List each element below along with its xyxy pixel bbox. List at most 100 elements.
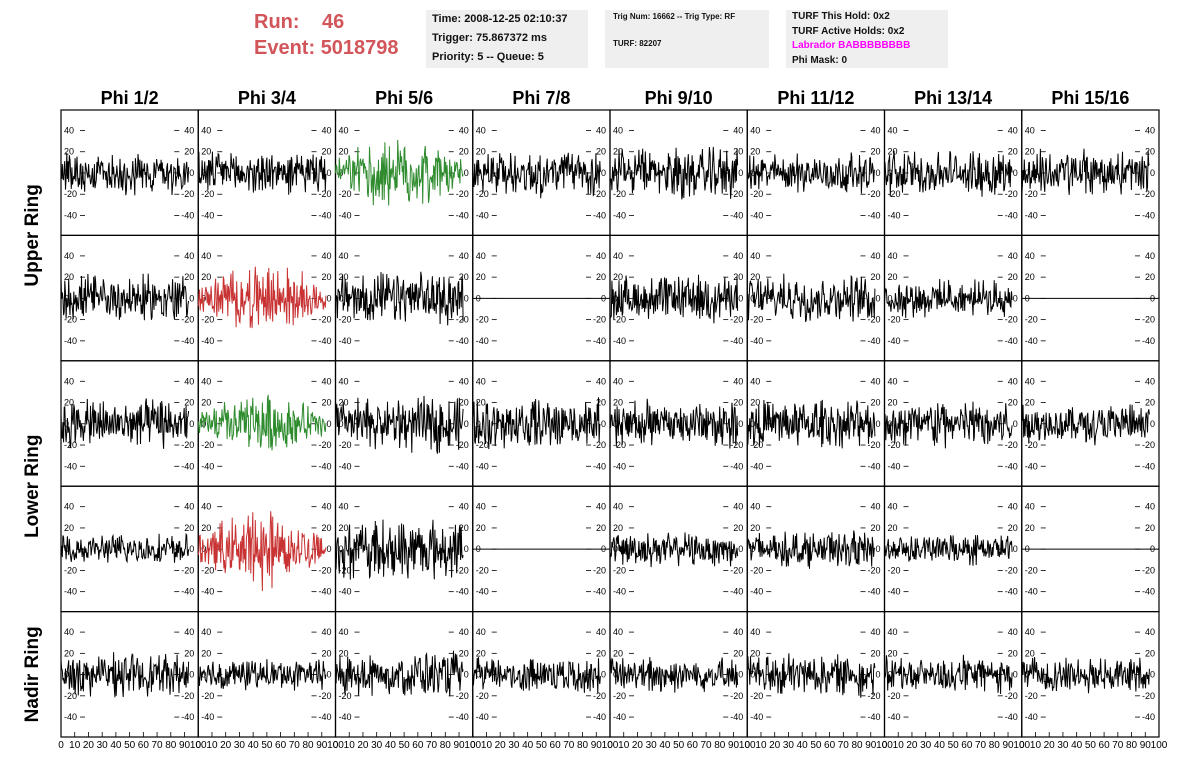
ytick-right-r1c2--20: -20 xyxy=(318,189,331,199)
ytick-right-r1c2-0: 0 xyxy=(326,168,331,178)
ytick-right-r3c6--20: -20 xyxy=(867,440,880,450)
xtick-r5c7-30: 30 xyxy=(920,740,932,751)
ytick-left-r2c3--40: -40 xyxy=(339,336,352,346)
xtick-r5c6-40: 40 xyxy=(797,740,809,751)
waveform-r4c6 xyxy=(746,530,876,569)
ytick-left-r1c8--40: -40 xyxy=(1025,210,1038,220)
ytick-right-r1c7-0: 0 xyxy=(1013,168,1018,178)
ytick-right-r2c8-40: 40 xyxy=(1145,251,1155,261)
ytick-right-r2c7-0: 0 xyxy=(1013,293,1018,303)
xtick-r5c1-0: 0 xyxy=(58,740,64,751)
ytick-right-r2c3-0: 0 xyxy=(464,293,469,303)
xtick-r5c2-30: 30 xyxy=(234,740,246,751)
ytick-left-r5c2-20: 20 xyxy=(201,648,211,658)
ytick-left-r1c4-20: 20 xyxy=(476,147,486,157)
ytick-right-r3c7-0: 0 xyxy=(1013,419,1018,429)
ytick-right-r1c8--20: -20 xyxy=(1142,189,1155,199)
waveform-r3c6 xyxy=(746,399,876,449)
run-row: Run: 46 xyxy=(254,9,399,35)
xtick-r5c7-50: 50 xyxy=(948,740,960,751)
event-row: Event: 5018798 xyxy=(254,35,399,61)
xtick-r5c4-20: 20 xyxy=(495,740,507,751)
ytick-right-r5c2-40: 40 xyxy=(321,627,331,637)
ytick-right-r2c1-20: 20 xyxy=(184,272,194,282)
ytick-right-r4c4--20: -20 xyxy=(593,565,606,575)
event-label: Event: xyxy=(254,37,316,59)
ytick-right-r4c5-40: 40 xyxy=(733,502,743,512)
ytick-right-r3c4--20: -20 xyxy=(593,440,606,450)
ytick-left-r2c7-20: 20 xyxy=(888,272,898,282)
ytick-left-r2c1--40: -40 xyxy=(64,336,77,346)
ytick-right-r5c7-20: 20 xyxy=(1008,648,1018,658)
ytick-right-r1c5-40: 40 xyxy=(733,125,743,135)
ytick-left-r5c5--20: -20 xyxy=(613,691,626,701)
ytick-left-r1c3-40: 40 xyxy=(339,125,349,135)
ytick-left-r1c3--40: -40 xyxy=(339,210,352,220)
ytick-right-r5c5-20: 20 xyxy=(733,648,743,658)
ytick-right-r5c7-0: 0 xyxy=(1013,670,1018,680)
ytick-left-r3c2-20: 20 xyxy=(201,398,211,408)
ytick-left-r3c3-40: 40 xyxy=(339,376,349,386)
ytick-right-r1c4--40: -40 xyxy=(593,210,606,220)
ytick-right-r5c4-40: 40 xyxy=(596,627,606,637)
ytick-right-r3c8--40: -40 xyxy=(1142,461,1155,471)
ytick-right-r2c6--20: -20 xyxy=(867,315,880,325)
ytick-right-r3c7-20: 20 xyxy=(1008,398,1018,408)
ytick-left-r3c4-20: 20 xyxy=(476,398,486,408)
xtick-r5c3-100: 100 xyxy=(464,740,481,751)
ytick-left-r5c1-40: 40 xyxy=(64,627,74,637)
ytick-right-r5c3--20: -20 xyxy=(456,691,469,701)
turf-active-holds-text: TURF Active Holds: 0x2 xyxy=(792,25,905,37)
waveform-r3c3 xyxy=(335,395,464,454)
ytick-right-r5c1-0: 0 xyxy=(189,670,194,680)
ytick-right-r3c1-0: 0 xyxy=(189,419,194,429)
run-label: Run: xyxy=(254,11,300,33)
xtick-r5c4-30: 30 xyxy=(508,740,520,751)
ytick-right-r2c5-0: 0 xyxy=(738,293,743,303)
ytick-right-r5c3-20: 20 xyxy=(459,648,469,658)
turf-info-panel: TURF This Hold: 0x2 TURF Active Holds: 0… xyxy=(786,10,948,68)
waveform-r5c5 xyxy=(609,657,739,693)
ytick-left-r5c2--40: -40 xyxy=(201,712,214,722)
ytick-right-r2c4--20: -20 xyxy=(593,315,606,325)
ytick-right-r2c8--40: -40 xyxy=(1142,336,1155,346)
xtick-r5c6-50: 50 xyxy=(810,740,822,751)
xtick-r5c6-70: 70 xyxy=(838,740,850,751)
ytick-right-r1c8-0: 0 xyxy=(1150,168,1155,178)
ytick-right-r3c7-40: 40 xyxy=(1008,376,1018,386)
ytick-right-r3c2-40: 40 xyxy=(321,376,331,386)
waveform-r3c5 xyxy=(609,398,739,449)
ytick-right-r5c6-0: 0 xyxy=(875,670,880,680)
xtick-r5c7-20: 20 xyxy=(906,740,918,751)
ytick-right-r2c4-40: 40 xyxy=(596,251,606,261)
ytick-right-r1c6-40: 40 xyxy=(870,125,880,135)
xtick-r5c2-50: 50 xyxy=(261,740,273,751)
waveform-r5c6 xyxy=(746,653,876,698)
ytick-left-r4c7-40: 40 xyxy=(888,502,898,512)
xtick-r5c5-0: 0 xyxy=(607,740,613,751)
ytick-left-r1c8--20: -20 xyxy=(1025,189,1038,199)
ytick-left-r4c8-20: 20 xyxy=(1025,523,1035,533)
ytick-right-r1c3--20: -20 xyxy=(456,189,469,199)
ytick-right-r4c2--20: -20 xyxy=(318,565,331,575)
ytick-right-r1c5-20: 20 xyxy=(733,147,743,157)
xtick-r5c4-50: 50 xyxy=(536,740,548,751)
column-header-2: Phi 3/4 xyxy=(238,88,296,108)
ytick-left-r3c6--40: -40 xyxy=(750,461,763,471)
ytick-right-r1c6-0: 0 xyxy=(875,168,880,178)
ytick-left-r4c2--20: -20 xyxy=(201,565,214,575)
waveform-r4c3 xyxy=(335,519,464,580)
ring-label-2: Lower Ring xyxy=(22,434,43,537)
ytick-right-r1c7--40: -40 xyxy=(1005,210,1018,220)
xtick-r5c3-70: 70 xyxy=(426,740,438,751)
ytick-left-r4c3-40: 40 xyxy=(339,502,349,512)
ytick-left-r3c3--20: -20 xyxy=(339,440,352,450)
xtick-r5c3-90: 90 xyxy=(453,740,465,751)
ytick-right-r2c7-40: 40 xyxy=(1008,251,1018,261)
ytick-right-r1c8-40: 40 xyxy=(1145,125,1155,135)
ytick-right-r3c6-40: 40 xyxy=(870,376,880,386)
ytick-right-r5c2--40: -40 xyxy=(318,712,331,722)
ytick-left-r4c4--20: -20 xyxy=(476,565,489,575)
ytick-right-r5c6--20: -20 xyxy=(867,691,880,701)
ytick-left-r1c6-20: 20 xyxy=(750,147,760,157)
